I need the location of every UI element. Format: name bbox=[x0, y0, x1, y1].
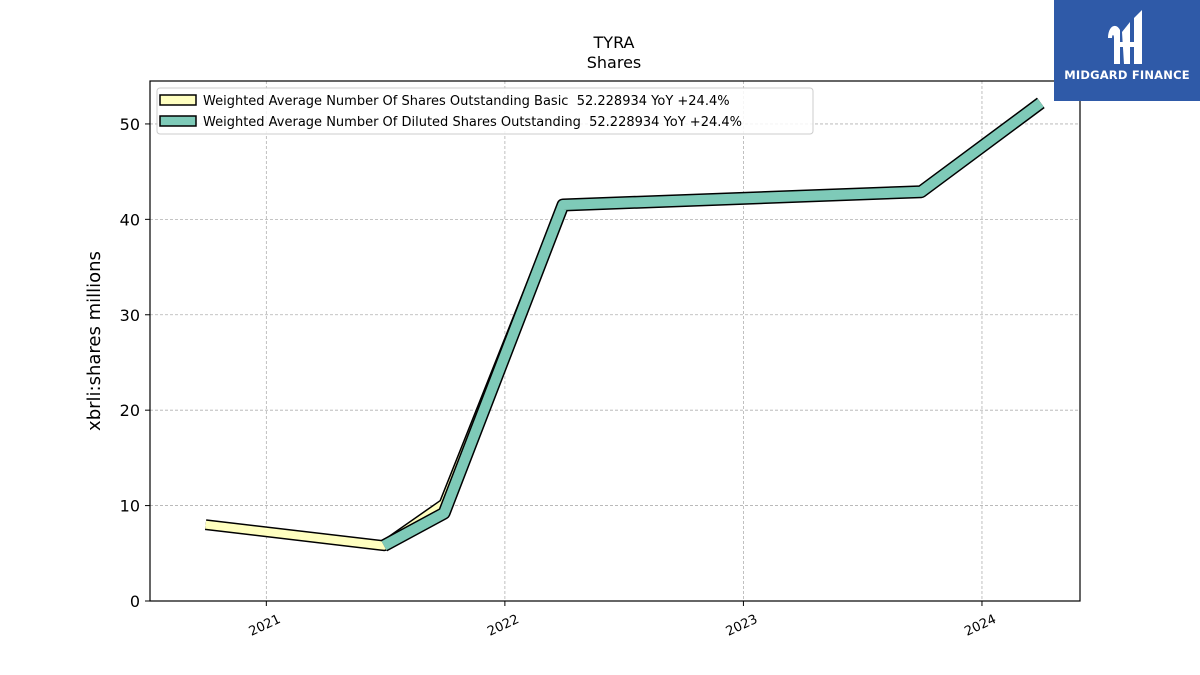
series-layer bbox=[204, 97, 1045, 552]
series-line bbox=[381, 98, 1044, 551]
x-tick-label: 2021 bbox=[247, 612, 283, 640]
y-tick-label: 40 bbox=[120, 210, 140, 229]
chart-subtitle: Shares bbox=[587, 53, 642, 72]
brand-logo: MIDGARD FINANCE bbox=[1054, 0, 1200, 101]
ticks: 0 10 20 30 40 50 2021 2022 2023 2024 bbox=[120, 115, 999, 640]
series-outline bbox=[380, 97, 1045, 552]
legend-label: Weighted Average Number Of Shares Outsta… bbox=[203, 94, 730, 109]
y-tick-label: 50 bbox=[120, 115, 140, 134]
legend-label: Weighted Average Number Of Diluted Share… bbox=[203, 115, 742, 130]
midgard-logo-icon bbox=[1108, 10, 1142, 64]
y-tick-label: 0 bbox=[130, 592, 140, 611]
legend-box bbox=[156, 87, 814, 135]
legend-swatch bbox=[159, 115, 197, 127]
chart-title: TYRA bbox=[593, 33, 635, 52]
legend-swatch bbox=[159, 94, 197, 106]
grid bbox=[150, 81, 1080, 602]
y-tick-label: 10 bbox=[120, 497, 140, 516]
x-tick-label: 2022 bbox=[485, 612, 521, 640]
y-axis-label: xbrli:shares millions bbox=[84, 251, 105, 431]
y-tick-label: 20 bbox=[120, 401, 140, 420]
logo-text: MIDGARD FINANCE bbox=[1064, 68, 1190, 82]
x-tick-label: 2024 bbox=[962, 612, 998, 640]
series-line bbox=[205, 99, 1044, 550]
legend: Weighted Average Number Of Shares Outsta… bbox=[156, 87, 814, 135]
plot-frame bbox=[149, 80, 1081, 602]
x-tick-label: 2023 bbox=[724, 612, 760, 640]
y-tick-label: 30 bbox=[120, 306, 140, 325]
series-outline bbox=[204, 98, 1045, 552]
